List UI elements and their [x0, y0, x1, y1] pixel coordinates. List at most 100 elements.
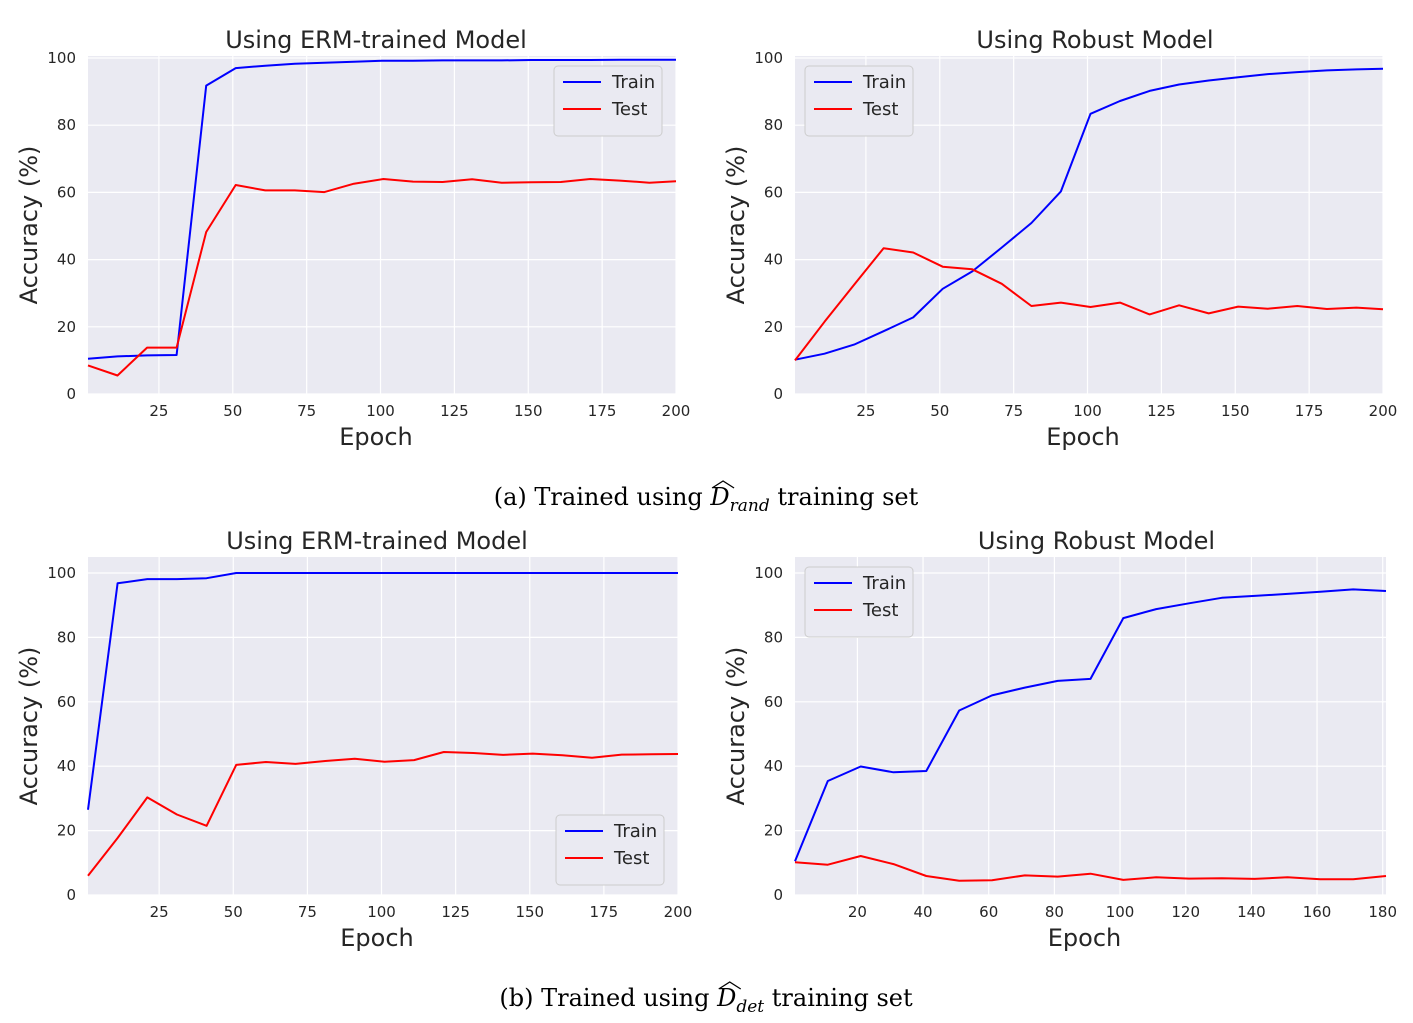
y-tick-label: 100 — [754, 49, 783, 67]
x-axis-label: Epoch — [1046, 423, 1120, 451]
y-tick-label: 20 — [57, 822, 76, 840]
x-tick-label: 140 — [1237, 903, 1266, 921]
legend-label-test: Test — [613, 848, 649, 869]
x-tick-label: 75 — [298, 903, 317, 921]
series-line-test — [794, 247, 1384, 362]
x-tick-label: 100 — [367, 903, 396, 921]
x-tick-label: 125 — [440, 402, 469, 420]
series-line-train — [87, 58, 676, 360]
y-tick-label: 80 — [764, 628, 783, 646]
caption-hat-mark — [711, 480, 735, 489]
caption-suffix: training set — [764, 984, 913, 1012]
y-tick-label: 20 — [764, 318, 783, 336]
x-axis-label: Epoch — [1048, 924, 1122, 952]
x-tick-label: 175 — [1295, 402, 1324, 420]
chart-title: Using Robust Model — [978, 527, 1215, 555]
y-tick-label: 100 — [47, 564, 76, 582]
y-tick-label: 40 — [764, 251, 783, 269]
caption-a: (a) Trained using Drand training set — [494, 483, 919, 516]
chart-title: Using Robust Model — [976, 26, 1213, 54]
x-tick-label: 25 — [150, 903, 169, 921]
y-tick-label: 40 — [57, 251, 76, 269]
caption-suffix: training set — [770, 483, 919, 511]
x-tick-label: 100 — [1073, 402, 1102, 420]
legend: Train Test — [804, 566, 914, 638]
y-tick-label: 0 — [773, 385, 783, 403]
caption-prefix: (b) Trained using — [499, 984, 717, 1012]
series-line-test — [87, 178, 677, 377]
x-tick-label: 60 — [979, 903, 998, 921]
x-tick-label: 150 — [514, 402, 543, 420]
legend: Train Test — [555, 814, 665, 886]
caption-prefix: (a) Trained using — [494, 483, 711, 511]
y-tick-label: 40 — [764, 757, 783, 775]
y-axis-label: Accuracy (%) — [722, 146, 750, 305]
y-axis-label: Accuracy (%) — [15, 146, 43, 305]
y-tick-label: 80 — [57, 116, 76, 134]
x-tick-label: 25 — [856, 402, 875, 420]
x-tick-label: 75 — [1004, 402, 1023, 420]
x-tick-label: 200 — [662, 402, 691, 420]
series-line-test — [87, 751, 679, 877]
legend-box — [555, 814, 665, 886]
series-line-train — [794, 67, 1384, 361]
series-line-train — [794, 588, 1387, 862]
chart-panel-4: 20 40 60 80 100 120 140 160 180 0 20 40 60 80 100 Using… — [722, 527, 1397, 952]
chart-panel-1: 25 50 75 100 125 150 175 200 0 20 40 60 80 100 Using E… — [15, 26, 690, 451]
x-tick-label: 150 — [515, 903, 544, 921]
y-axis-label: Accuracy (%) — [15, 647, 43, 806]
legend-label-train: Train — [613, 821, 657, 842]
x-tick-label: 125 — [441, 903, 470, 921]
x-tick-label: 200 — [664, 903, 693, 921]
x-tick-label: 120 — [1171, 903, 1200, 921]
legend-box — [553, 65, 663, 137]
chart-panel-2: 25 50 75 100 125 150 175 200 0 20 40 60 80 100 Using R… — [722, 26, 1397, 451]
x-tick-label: 50 — [223, 402, 242, 420]
y-tick-label: 60 — [57, 183, 76, 201]
legend-box — [804, 65, 914, 137]
legend-label-test: Test — [611, 99, 647, 120]
legend: Train Test — [553, 65, 663, 137]
x-tick-label: 200 — [1369, 402, 1398, 420]
y-axis-label: Accuracy (%) — [722, 647, 750, 806]
x-tick-label: 20 — [848, 903, 867, 921]
series-line-train — [87, 572, 678, 810]
y-tick-label: 20 — [764, 822, 783, 840]
legend-label-train: Train — [611, 72, 655, 93]
x-tick-label: 160 — [1303, 903, 1332, 921]
caption-symbol: D — [709, 483, 729, 511]
x-tick-label: 150 — [1221, 402, 1250, 420]
y-tick-label: 80 — [764, 116, 783, 134]
x-tick-label: 100 — [1106, 903, 1135, 921]
y-tick-label: 100 — [754, 564, 783, 582]
y-tick-label: 0 — [66, 886, 76, 904]
caption-symbol: D — [716, 984, 736, 1012]
x-tick-label: 175 — [590, 903, 619, 921]
x-tick-label: 125 — [1147, 402, 1176, 420]
chart-panel-3: 25 50 75 100 125 150 175 200 0 20 40 60 80 100 Using E… — [15, 527, 692, 952]
x-tick-label: 180 — [1368, 903, 1397, 921]
caption-hat-mark — [718, 981, 742, 990]
y-tick-label: 40 — [57, 757, 76, 775]
x-tick-label: 75 — [297, 402, 316, 420]
x-axis-label: Epoch — [339, 423, 413, 451]
x-tick-label: 100 — [366, 402, 395, 420]
legend-label-test: Test — [862, 99, 898, 120]
legend-label-test: Test — [862, 600, 898, 621]
legend-box — [804, 566, 914, 638]
y-tick-label: 0 — [66, 385, 76, 403]
legend-label-train: Train — [862, 72, 906, 93]
caption-b: (b) Trained using Ddet training set — [499, 984, 913, 1017]
x-tick-label: 50 — [224, 903, 243, 921]
x-axis-label: Epoch — [340, 924, 414, 952]
legend: Train Test — [804, 65, 914, 137]
y-tick-label: 60 — [57, 693, 76, 711]
x-tick-label: 40 — [914, 903, 933, 921]
y-tick-label: 0 — [773, 886, 783, 904]
y-tick-label: 80 — [57, 628, 76, 646]
y-tick-label: 100 — [47, 49, 76, 67]
x-tick-label: 50 — [930, 402, 949, 420]
x-tick-label: 25 — [149, 402, 168, 420]
chart-title: Using ERM-trained Model — [225, 26, 527, 54]
